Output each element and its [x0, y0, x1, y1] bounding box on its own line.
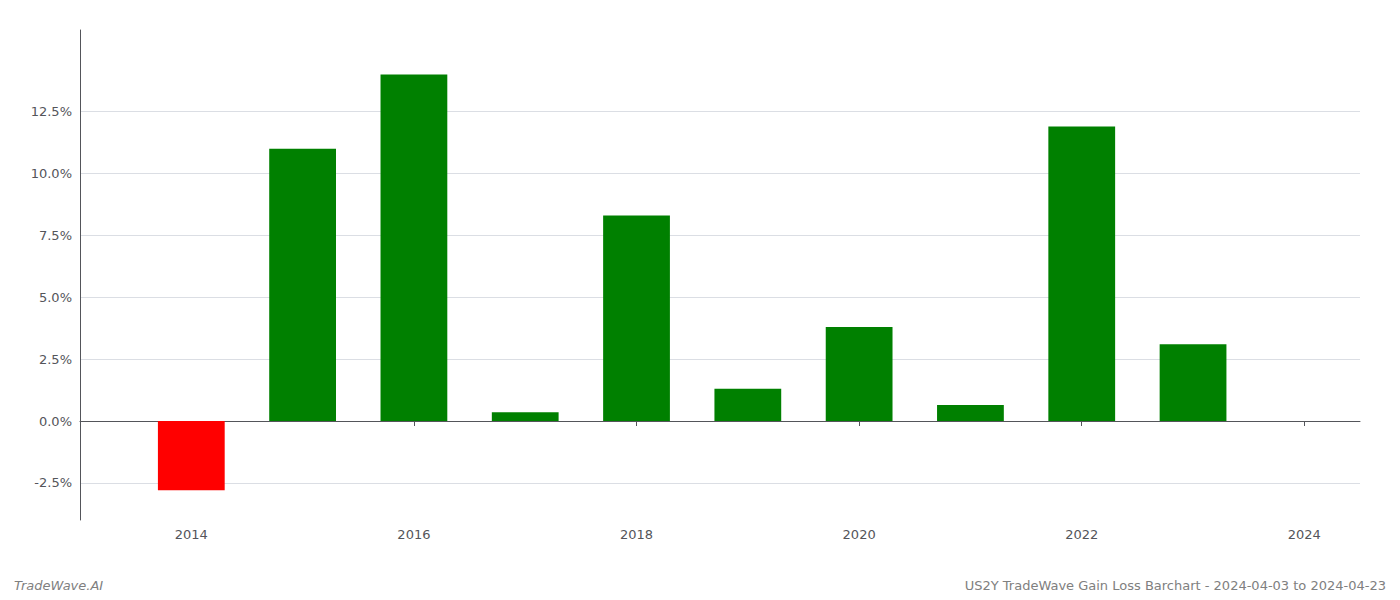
svg-text:US2Y TradeWave Gain Loss Barch: US2Y TradeWave Gain Loss Barchart - 2024… [965, 578, 1386, 593]
svg-text:0.0%: 0.0% [39, 414, 72, 429]
svg-text:2024: 2024 [1288, 527, 1321, 542]
svg-text:2018: 2018 [620, 527, 653, 542]
svg-text:2014: 2014 [175, 527, 208, 542]
svg-text:5.0%: 5.0% [39, 290, 72, 305]
svg-text:2.5%: 2.5% [39, 352, 72, 367]
svg-text:TradeWave.AI: TradeWave.AI [14, 578, 103, 593]
svg-text:2016: 2016 [397, 527, 430, 542]
svg-text:7.5%: 7.5% [39, 228, 72, 243]
svg-text:2020: 2020 [843, 527, 876, 542]
svg-text:-2.5%: -2.5% [34, 475, 72, 490]
svg-text:10.0%: 10.0% [31, 166, 72, 181]
svg-text:12.5%: 12.5% [31, 104, 72, 119]
svg-text:2022: 2022 [1065, 527, 1098, 542]
